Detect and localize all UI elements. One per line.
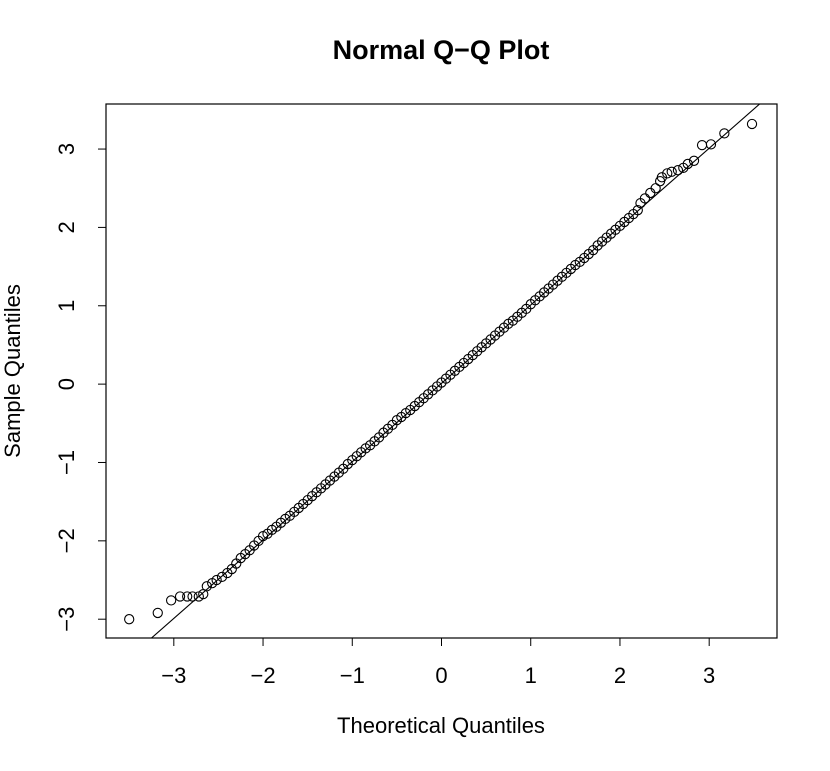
point xyxy=(645,187,656,199)
point xyxy=(719,128,730,139)
chart-title: Normal Q−Q Plot xyxy=(333,35,550,65)
point xyxy=(656,172,668,183)
point xyxy=(216,571,228,583)
point xyxy=(639,193,651,204)
point xyxy=(682,158,693,170)
point xyxy=(201,581,212,592)
y-tick-label: 1 xyxy=(54,300,79,312)
y-axis-label: Sample Quantiles xyxy=(0,284,25,458)
point xyxy=(632,205,643,216)
plot-frame xyxy=(105,103,778,639)
x-tick-label: 3 xyxy=(703,663,715,688)
reference-line xyxy=(150,104,761,638)
y-tick-label: −1 xyxy=(54,450,79,475)
y-tick-label: −2 xyxy=(54,528,79,553)
point xyxy=(688,155,700,166)
x-tick-label: 1 xyxy=(525,663,537,688)
y-tick-label: 2 xyxy=(54,221,79,233)
point xyxy=(187,591,198,602)
x-axis-label: Theoretical Quantiles xyxy=(337,713,545,738)
point xyxy=(152,607,163,619)
x-tick-label: 0 xyxy=(435,663,447,688)
y-tick-label: −3 xyxy=(54,607,79,632)
point xyxy=(650,183,661,194)
point xyxy=(174,591,186,602)
point xyxy=(666,166,677,177)
x-tick-label: −3 xyxy=(161,663,186,688)
point xyxy=(746,118,758,130)
y-tick-label: 3 xyxy=(54,143,79,155)
point xyxy=(672,165,684,176)
x-tick-label: −1 xyxy=(340,663,365,688)
point xyxy=(662,168,673,179)
x-tick-label: −2 xyxy=(250,663,275,688)
point xyxy=(211,574,222,586)
point xyxy=(124,614,135,625)
point xyxy=(182,591,193,602)
point xyxy=(696,139,708,151)
x-tick-label: 2 xyxy=(614,663,626,688)
point xyxy=(165,595,177,606)
point xyxy=(705,139,717,150)
y-tick-label: 0 xyxy=(54,378,79,390)
